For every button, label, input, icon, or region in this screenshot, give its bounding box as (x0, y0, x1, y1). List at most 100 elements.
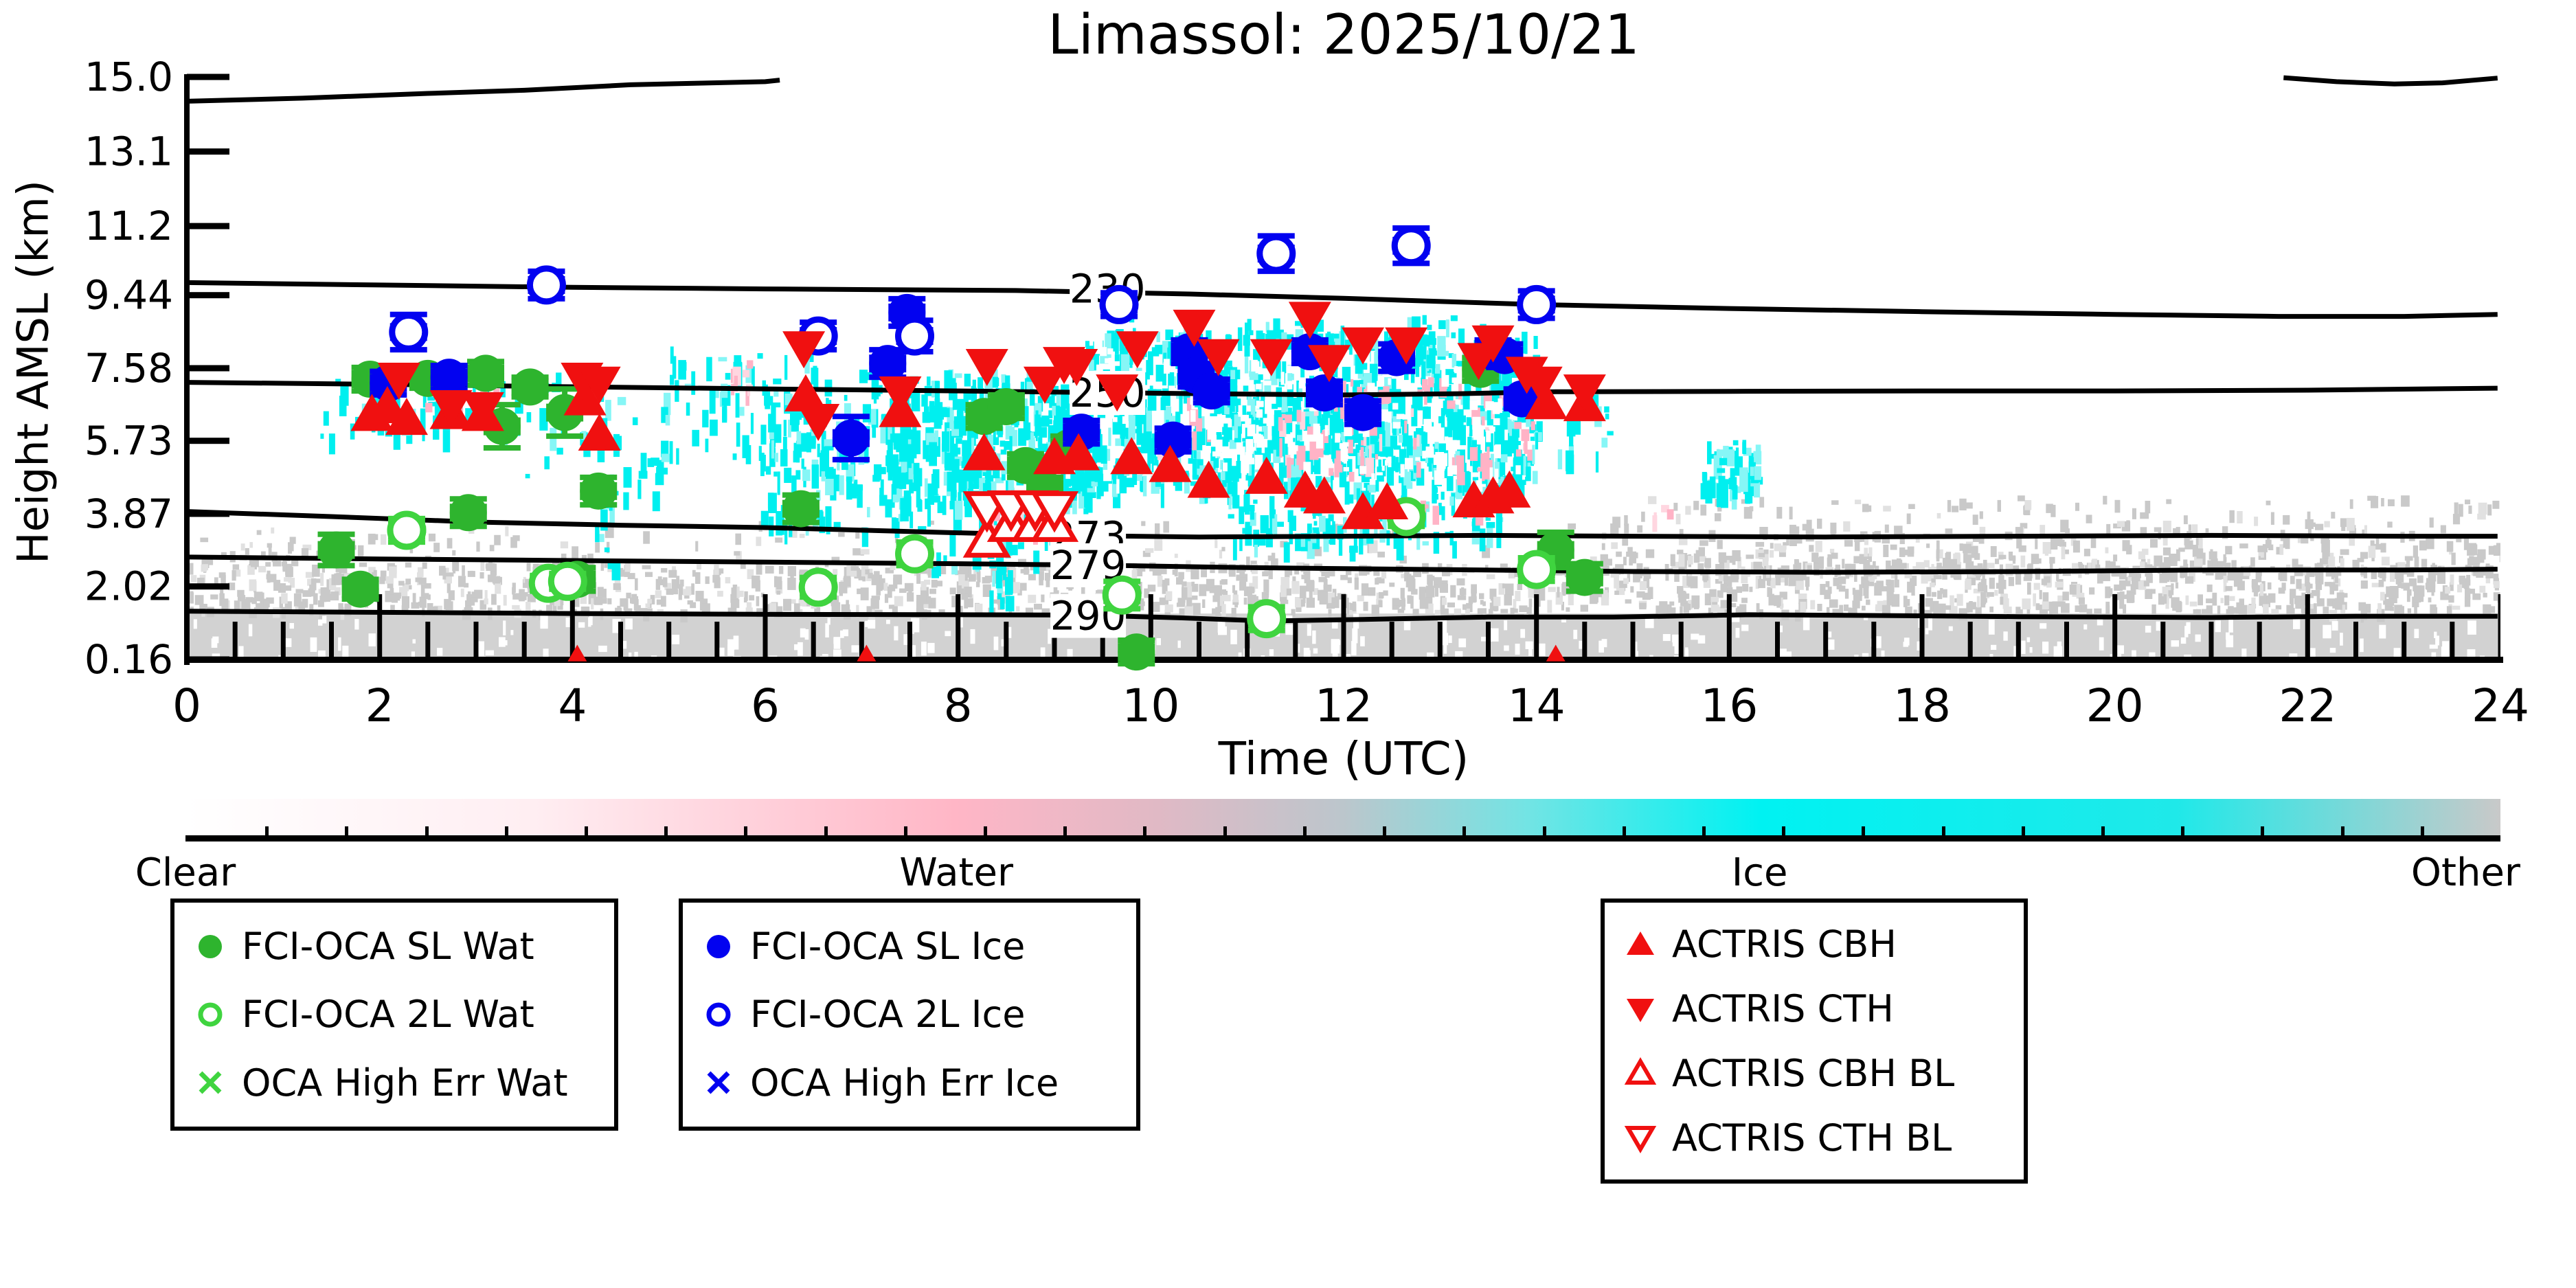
x-tick-mark (762, 594, 768, 659)
tri-up-open-icon (1624, 1057, 1657, 1085)
legend-item-label: FCI-OCA SL Wat (242, 925, 534, 969)
legend-item-label: OCA High Err Ice (750, 1061, 1059, 1105)
legend-item-label: OCA High Err Wat (242, 1061, 568, 1105)
x-tick-label: 12 (1315, 679, 1372, 732)
legend-item-label: ACTRIS CTH (1672, 987, 1894, 1031)
x-tick-mark (956, 594, 961, 659)
y-tick-label: 3.87 (84, 490, 173, 537)
x-tick-mark (329, 622, 334, 659)
y-tick-label: 0.16 (84, 636, 173, 683)
x-tick-mark (2064, 622, 2069, 659)
x-tick-mark (1823, 622, 1829, 659)
x-tick-mark (2112, 594, 2118, 659)
x-tick-mark (2015, 622, 2021, 659)
x-tick-label: 10 (1122, 679, 1179, 732)
x-axis-spine (184, 657, 2503, 663)
colorbar-tick (504, 826, 508, 841)
x-tick-label: 6 (751, 679, 780, 732)
colorbar-label-other: Other (2410, 850, 2520, 895)
x-tick-mark (1582, 622, 1588, 659)
colorbar-tick (1862, 826, 1866, 841)
legend-item-label: ACTRIS CBH BL (1672, 1051, 1955, 1095)
colorbar-tick (2340, 826, 2345, 841)
legend-item: ACTRIS CTH (1618, 987, 2010, 1031)
tri-up-icon (1627, 931, 1654, 955)
colorbar-label-ice: Ice (1731, 850, 1788, 895)
x-tick-mark (2402, 622, 2407, 659)
colorbar-tick (984, 826, 988, 841)
x-tick-mark (1100, 622, 1105, 659)
x-tick-mark (1775, 622, 1780, 659)
x-tick-label: 16 (1700, 679, 1758, 732)
colorbar-tick (1542, 826, 1546, 841)
y-tick-mark (187, 223, 229, 229)
series-fci-oca-2l-ice (389, 225, 1557, 356)
legend-item-label: ACTRIS CTH BL (1672, 1116, 1952, 1160)
y-tick-label: 15.0 (84, 54, 173, 100)
series-actris-cth (377, 302, 1606, 441)
colorbar-gradient (185, 799, 2500, 841)
x-tick-label: 20 (2086, 679, 2144, 732)
x-tick-mark (618, 622, 623, 659)
legend-item-label: FCI-OCA SL Ice (750, 925, 1026, 969)
x-tick-mark (859, 622, 864, 659)
legend-item-label: FCI-OCA 2L Wat (242, 993, 534, 1037)
y-tick-label: 5.73 (84, 418, 173, 464)
colorbar-tick (1063, 826, 1067, 841)
y-tick-mark (187, 583, 229, 590)
x-axis-label: Time (UTC) (1218, 732, 1469, 785)
x-tick-mark (811, 622, 816, 659)
colorbar-tick (744, 826, 748, 841)
x-tick-label: 14 (1508, 679, 1566, 732)
x-tick-mark (907, 622, 912, 659)
x-tick-mark (232, 622, 238, 659)
x-tick-mark (1293, 622, 1298, 659)
x-tick-mark (1630, 622, 1636, 659)
tri-down-icon (1627, 998, 1654, 1022)
x-tick-mark (2353, 622, 2358, 659)
x-tick-mark (569, 594, 575, 659)
x-icon (707, 1071, 730, 1094)
x-tick-label: 18 (1893, 679, 1951, 732)
colorbar-tick (1702, 826, 1706, 841)
x-tick-mark (1052, 622, 1057, 659)
x-tick-mark (2450, 622, 2455, 659)
legend-box-2: ACTRIS CBH ACTRIS CTH ACTRIS CBH BL ACTRIS … (1601, 899, 2028, 1184)
colorbar-tick (664, 826, 668, 841)
colorbar-label-clear: Clear (135, 850, 236, 895)
circle-icon (707, 934, 730, 958)
chart-canvas: 23025027327929002468101214161820222415.0… (84, 54, 2529, 732)
series-actris-cth-bl (962, 490, 1079, 533)
temperature-contour-273 (187, 509, 2498, 540)
x-tick-mark (280, 622, 286, 659)
legend-item: ACTRIS CBH BL (1618, 1051, 2010, 1095)
x-tick-mark (377, 594, 383, 659)
colorbar-tick (585, 826, 589, 841)
colorbar-tick (2420, 826, 2424, 841)
chart-title: Limassol: 2025/10/21 (1048, 3, 1640, 67)
x-tick-mark (1967, 622, 1973, 659)
x-tick-label: 2 (365, 679, 394, 732)
x-tick-mark (1726, 594, 1732, 659)
colorbar-tick (903, 826, 907, 841)
x-tick-mark (1004, 622, 1009, 659)
y-tick-mark (187, 292, 229, 299)
colorbar-tick (1143, 826, 1147, 841)
legend-item: FCI-OCA SL Wat (188, 925, 600, 969)
colorbar-tick (1941, 826, 1945, 841)
x-icon (199, 1071, 222, 1094)
colorbar-tick (1622, 826, 1626, 841)
legend-box-0: FCI-OCA SL Wat FCI-OCA 2L Wat OCA High Err… (170, 899, 618, 1131)
tri-down-open-icon (1624, 1126, 1657, 1154)
x-tick-mark (1486, 622, 1491, 659)
legend-item: ACTRIS CTH BL (1618, 1116, 2010, 1160)
x-tick-mark (2160, 622, 2166, 659)
x-tick-mark (1871, 622, 1877, 659)
y-tick-mark (187, 74, 229, 80)
x-tick-mark (521, 622, 527, 659)
circle-icon (199, 934, 222, 958)
x-tick-mark (2305, 594, 2310, 659)
legend-item-label: ACTRIS CBH (1672, 923, 1897, 967)
x-tick-mark (1534, 594, 1539, 659)
